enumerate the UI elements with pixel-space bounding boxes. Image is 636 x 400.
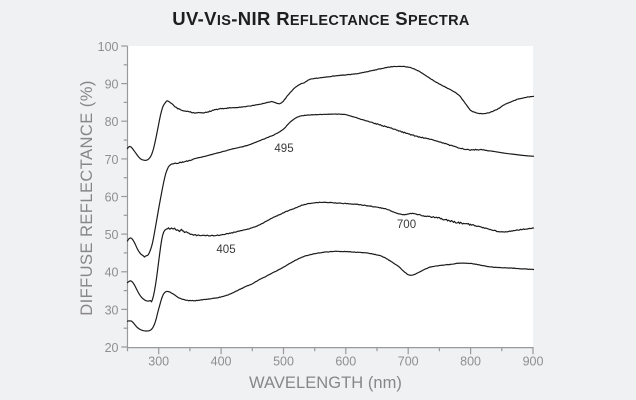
svg-text:WAVELENGTH (nm): WAVELENGTH (nm) [249,374,402,392]
svg-text:100: 100 [98,40,119,54]
svg-text:40: 40 [105,266,119,280]
svg-text:405: 405 [216,244,235,256]
svg-text:70: 70 [105,153,119,167]
svg-text:50: 50 [105,228,119,242]
svg-text:DIFFUSE REFLECTANCE (%): DIFFUSE REFLECTANCE (%) [78,80,96,316]
svg-text:80: 80 [105,115,119,129]
svg-text:60: 60 [105,190,119,204]
svg-text:20: 20 [105,341,119,355]
svg-text:900: 900 [523,354,544,368]
svg-text:495: 495 [274,143,293,155]
svg-text:400: 400 [211,354,232,368]
svg-text:500: 500 [273,354,294,368]
svg-text:90: 90 [105,78,119,92]
svg-text:700: 700 [397,219,416,231]
svg-text:300: 300 [148,354,169,368]
svg-text:30: 30 [105,303,119,317]
svg-text:600: 600 [335,354,356,368]
svg-text:800: 800 [460,354,481,368]
svg-text:700: 700 [398,354,419,368]
